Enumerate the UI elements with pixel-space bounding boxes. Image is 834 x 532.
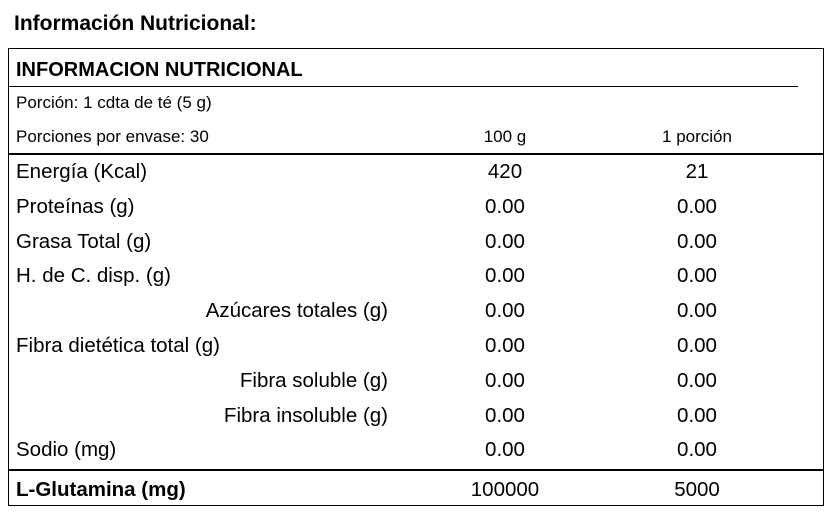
cell: 21 (685, 160, 709, 183)
cell: 0.00 (485, 194, 525, 218)
cell: 0.00 (677, 334, 717, 357)
column-header: 1 porción (662, 127, 732, 146)
cell: 0.00 (677, 438, 717, 462)
cell: 420 (487, 160, 523, 183)
rule (8, 153, 824, 155)
row-label: Grasa Total (g) (16, 229, 152, 253)
row-label: H. de C. disp. (g) (16, 264, 171, 288)
cell: 0.00 (677, 264, 717, 288)
row-label: Azúcares totales (g) (205, 299, 388, 323)
cell: 0.00 (485, 403, 525, 427)
cell: 5000 (674, 478, 720, 501)
cell: 0.00 (677, 229, 717, 253)
row-label: Fibra soluble (g) (239, 368, 388, 392)
cell: 0.00 (485, 299, 525, 323)
cell: 0.00 (485, 229, 525, 253)
rule (8, 469, 824, 471)
column-header: 100 g (483, 127, 527, 146)
cell: 0.00 (677, 368, 717, 392)
cell: 0.00 (485, 368, 525, 392)
rule (8, 86, 798, 87)
row-label: Energía (Kcal) (16, 160, 148, 183)
row-label: Fibra insoluble (g) (223, 403, 388, 427)
servings-per-container: Porciones por envase: 30 (16, 127, 209, 146)
table-title: INFORMACION NUTRICIONAL (16, 59, 303, 81)
cell: 100000 (470, 478, 540, 501)
row-label: L-Glutamina (mg) (16, 478, 186, 501)
cell: 0.00 (677, 194, 717, 218)
row-label: Fibra dietética total (g) (16, 334, 220, 357)
cell: 0.00 (677, 403, 717, 427)
row-label: Proteínas (g) (16, 194, 135, 218)
cell: 0.00 (485, 334, 525, 357)
cell: 0.00 (485, 264, 525, 288)
cell: 0.00 (677, 299, 717, 323)
row-label: Sodio (mg) (16, 438, 117, 462)
serving: Porción: 1 cdta de té (5 g) (16, 93, 212, 112)
cell: 0.00 (485, 438, 525, 462)
nutrition-table (8, 48, 824, 506)
page-title: Información Nutricional: (14, 12, 257, 35)
